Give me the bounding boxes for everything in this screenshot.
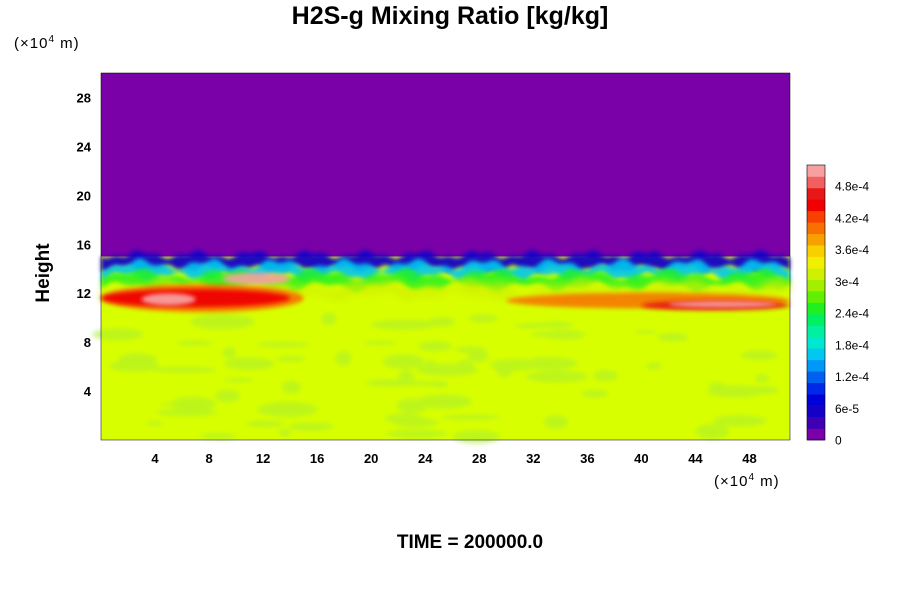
colorbar-swatch — [807, 268, 825, 280]
x-tick-label: 48 — [742, 451, 756, 466]
chart-title: H2S-g Mixing Ratio [kg/kg] — [291, 2, 609, 30]
colorbar: 0 6e-5 1.2e-4 1.8e-4 2.4e-4 3e-4 3.6e-4 4.2e-4 4… — [806, 164, 869, 448]
colorbar-swatch — [807, 394, 825, 406]
x-tick-label: 20 — [364, 451, 378, 466]
colorbar-swatch — [807, 176, 825, 189]
x-unit-label: (×104 m) — [714, 472, 780, 490]
colorbar-swatch — [807, 417, 825, 429]
interface-band-cyan — [101, 258, 790, 282]
y-tick-label: 16 — [77, 237, 91, 252]
time-label: TIME = 200000.0 — [396, 532, 544, 553]
colorbar-swatch — [807, 279, 825, 292]
y-tick-label: 4 — [84, 384, 92, 399]
x-tick-label: 12 — [256, 451, 270, 466]
plot-area — [92, 72, 791, 444]
colorbar-swatch — [807, 348, 825, 361]
x-tick-label: 28 — [472, 451, 486, 466]
y-axis-ticks: 4 8 12 16 20 24 28 — [77, 90, 92, 399]
colorbar-swatch — [807, 256, 825, 269]
colorbar-swatch — [807, 165, 825, 177]
colorbar-swatch — [807, 187, 825, 200]
colorbar-swatch — [807, 245, 825, 257]
x-tick-label: 32 — [526, 451, 540, 466]
colorbar-swatch — [807, 325, 825, 338]
x-tick-label: 40 — [634, 451, 648, 466]
y-tick-label: 8 — [84, 335, 91, 350]
x-tick-label: 44 — [688, 451, 703, 466]
colorbar-swatch — [807, 336, 825, 349]
high-band-pink-right — [668, 301, 777, 308]
colorbar-label: 1.2e-4 — [835, 370, 869, 384]
colorbar-swatch — [807, 233, 825, 246]
colorbar-swatch — [807, 428, 825, 441]
colorbar-border — [806, 164, 826, 441]
colorbar-swatch — [807, 222, 825, 235]
x-axis-ticks: 4 8 12 16 20 24 28 32 36 40 44 48 — [151, 451, 756, 466]
colorbar-swatch — [807, 382, 825, 395]
y-tick-label: 20 — [77, 188, 91, 203]
colorbar-label: 4.8e-4 — [835, 180, 869, 194]
y-tick-label: 12 — [77, 286, 91, 301]
colorbar-swatch — [807, 371, 825, 384]
x-tick-label: 8 — [205, 451, 212, 466]
colorbar-label: 1.8e-4 — [835, 338, 869, 352]
colorbar-swatch — [807, 291, 825, 303]
y-tick-label: 24 — [77, 139, 92, 154]
colorbar-swatch — [807, 302, 825, 315]
colorbar-label: 0 — [835, 434, 842, 448]
colorbar-label: 4.2e-4 — [835, 211, 869, 225]
colorbar-label: 6e-5 — [835, 402, 859, 416]
colorbar-swatch — [807, 313, 825, 326]
x-tick-label: 4 — [151, 451, 159, 466]
colorbar-swatch — [807, 359, 825, 372]
high-band-pink-left — [141, 293, 196, 306]
colorbar-label: 3.6e-4 — [835, 243, 869, 257]
colorbar-swatch — [807, 405, 825, 418]
colorbar-label: 3e-4 — [835, 275, 859, 289]
x-tick-label: 16 — [310, 451, 324, 466]
x-tick-label: 36 — [580, 451, 594, 466]
x-tick-label: 24 — [418, 451, 433, 466]
colorbar-label: 2.4e-4 — [835, 307, 869, 321]
colorbar-swatch — [807, 210, 825, 223]
colorbar-swatch — [807, 199, 825, 212]
high-band-red-left — [101, 289, 291, 308]
field-swirls — [92, 312, 779, 444]
high-band-pink-mid — [222, 272, 291, 285]
y-unit-label: (×104 m) — [14, 34, 80, 52]
plot-border — [100, 72, 791, 441]
y-tick-label: 28 — [77, 90, 91, 105]
